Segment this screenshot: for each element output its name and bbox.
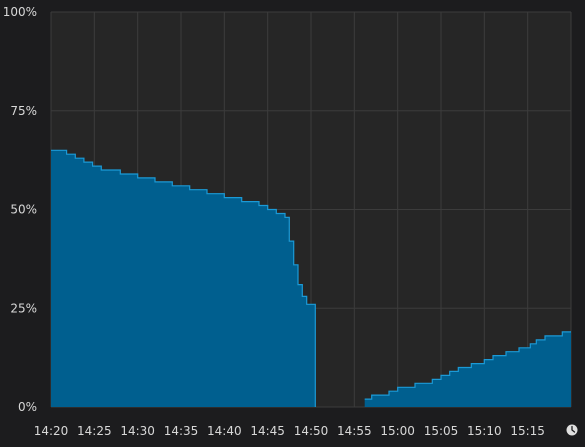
y-tick-label: 50% <box>10 203 37 217</box>
y-tick-label: 25% <box>10 301 37 315</box>
x-tick-label: 14:40 <box>207 424 242 438</box>
x-tick-label: 14:50 <box>294 424 329 438</box>
y-tick-label: 100% <box>3 5 37 19</box>
x-tick-label: 15:00 <box>380 424 415 438</box>
area-segment-2-line <box>364 331 571 400</box>
y-tick-label: 0% <box>18 400 37 414</box>
x-tick-label: 15:15 <box>510 424 545 438</box>
x-axis-ticks: 14:20 14:25 14:30 14:35 14:40 14:45 14:50 14:55… <box>34 424 545 438</box>
x-tick-label: 14:55 <box>337 424 372 438</box>
x-tick-label: 15:05 <box>424 424 459 438</box>
area-segment-1-line <box>51 149 316 407</box>
x-tick-label: 14:45 <box>250 424 285 438</box>
x-tick-label: 14:25 <box>77 424 112 438</box>
y-tick-label: 75% <box>10 104 37 118</box>
x-tick-label: 14:30 <box>120 424 155 438</box>
area-series <box>51 149 571 408</box>
y-axis-ticks: 0% 25% 50% 75% 100% <box>3 5 37 414</box>
x-tick-label: 14:20 <box>34 424 69 438</box>
x-tick-label: 14:35 <box>164 424 199 438</box>
clock-icon[interactable] <box>566 424 578 436</box>
area-segment-1 <box>51 150 316 408</box>
x-tick-label: 15:10 <box>467 424 502 438</box>
